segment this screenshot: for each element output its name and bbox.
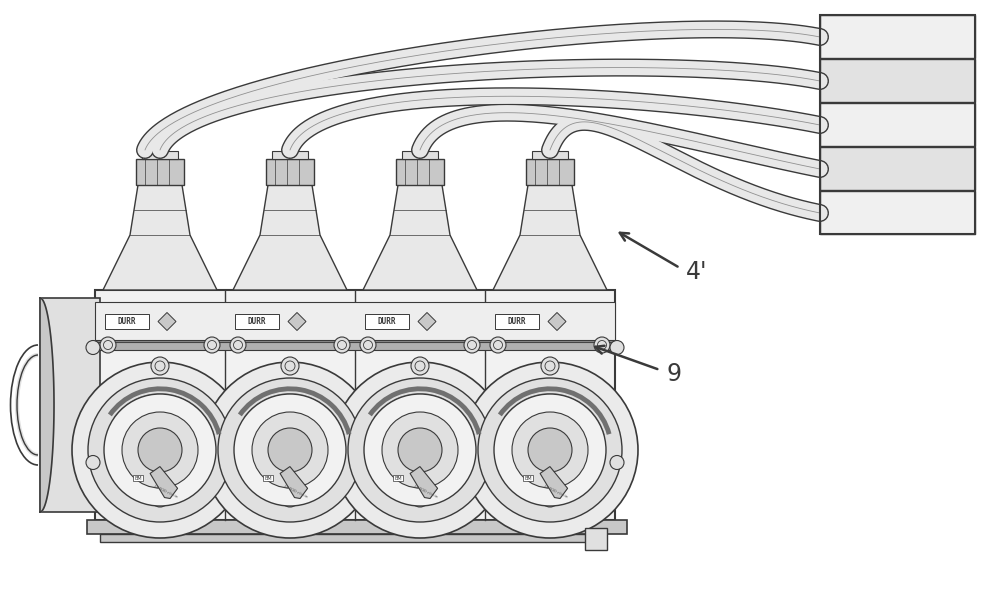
Polygon shape (233, 185, 347, 290)
Circle shape (252, 412, 328, 488)
Circle shape (814, 119, 826, 131)
Text: 20000 r/min: 20000 r/min (542, 485, 568, 499)
Circle shape (230, 337, 246, 353)
Bar (820, 191, 975, 234)
Polygon shape (540, 467, 568, 499)
Bar (820, 15, 975, 234)
Circle shape (100, 337, 116, 353)
Circle shape (234, 394, 346, 506)
Circle shape (268, 428, 312, 472)
Circle shape (411, 489, 429, 507)
Text: DURR: DURR (248, 317, 266, 326)
Bar (136, 159, 184, 185)
Text: 4': 4' (686, 260, 708, 284)
Bar (40, 298, 100, 512)
Text: BM: BM (394, 476, 402, 481)
Bar (266, 159, 314, 185)
Circle shape (202, 362, 378, 538)
Bar (95, 302, 615, 340)
Polygon shape (40, 298, 54, 512)
Text: 9: 9 (666, 362, 681, 386)
Circle shape (512, 412, 588, 488)
Circle shape (360, 337, 376, 353)
Circle shape (281, 489, 299, 507)
Circle shape (541, 489, 559, 507)
Text: 20000 r/min: 20000 r/min (152, 485, 178, 499)
Circle shape (348, 378, 492, 522)
Circle shape (281, 357, 299, 375)
Bar (95, 342, 615, 350)
Circle shape (204, 337, 220, 353)
Circle shape (490, 337, 506, 353)
Circle shape (610, 456, 624, 470)
Circle shape (462, 362, 638, 538)
Circle shape (151, 357, 169, 375)
Bar (100, 534, 605, 542)
Circle shape (411, 357, 429, 375)
Text: BM: BM (134, 476, 142, 481)
Circle shape (138, 428, 182, 472)
Circle shape (86, 456, 100, 470)
Text: DURR: DURR (508, 317, 526, 326)
Bar (365, 314, 409, 329)
Bar (820, 15, 975, 58)
Circle shape (528, 428, 572, 472)
Circle shape (364, 394, 476, 506)
Bar (526, 159, 574, 185)
Circle shape (398, 428, 442, 472)
Circle shape (382, 412, 458, 488)
Text: 20000 r/min: 20000 r/min (412, 485, 438, 499)
Polygon shape (418, 313, 436, 330)
Polygon shape (280, 467, 308, 499)
Bar (396, 159, 444, 185)
Circle shape (86, 341, 100, 355)
Text: DURR: DURR (378, 317, 396, 326)
Circle shape (72, 362, 248, 538)
Bar (532, 151, 568, 159)
Polygon shape (103, 185, 217, 290)
Polygon shape (158, 313, 176, 330)
Circle shape (104, 394, 216, 506)
Bar (585, 528, 607, 550)
Polygon shape (150, 467, 178, 499)
Bar (105, 314, 149, 329)
Circle shape (494, 394, 606, 506)
Bar (820, 103, 975, 146)
Bar (495, 314, 539, 329)
Circle shape (334, 337, 350, 353)
Text: 20000 r/min: 20000 r/min (282, 485, 308, 499)
Circle shape (594, 337, 610, 353)
Circle shape (151, 489, 169, 507)
Circle shape (541, 357, 559, 375)
Polygon shape (410, 467, 438, 499)
Circle shape (218, 378, 362, 522)
Text: DURR: DURR (118, 317, 136, 326)
Text: BM: BM (524, 476, 532, 481)
Circle shape (332, 362, 508, 538)
Circle shape (814, 207, 826, 219)
Bar (820, 59, 975, 102)
Bar (87, 520, 627, 534)
Bar (142, 151, 178, 159)
Bar (235, 314, 279, 329)
Circle shape (464, 337, 480, 353)
Circle shape (814, 163, 826, 175)
Text: BM: BM (264, 476, 272, 481)
Bar (402, 151, 438, 159)
Circle shape (814, 31, 826, 43)
Bar (820, 147, 975, 190)
Polygon shape (548, 313, 566, 330)
Bar (95, 290, 615, 520)
Circle shape (478, 378, 622, 522)
Bar (272, 151, 308, 159)
Polygon shape (363, 185, 477, 290)
Circle shape (122, 412, 198, 488)
Circle shape (814, 75, 826, 87)
Bar (95, 339, 615, 342)
Polygon shape (288, 313, 306, 330)
Circle shape (610, 341, 624, 355)
Circle shape (88, 378, 232, 522)
Polygon shape (493, 185, 607, 290)
